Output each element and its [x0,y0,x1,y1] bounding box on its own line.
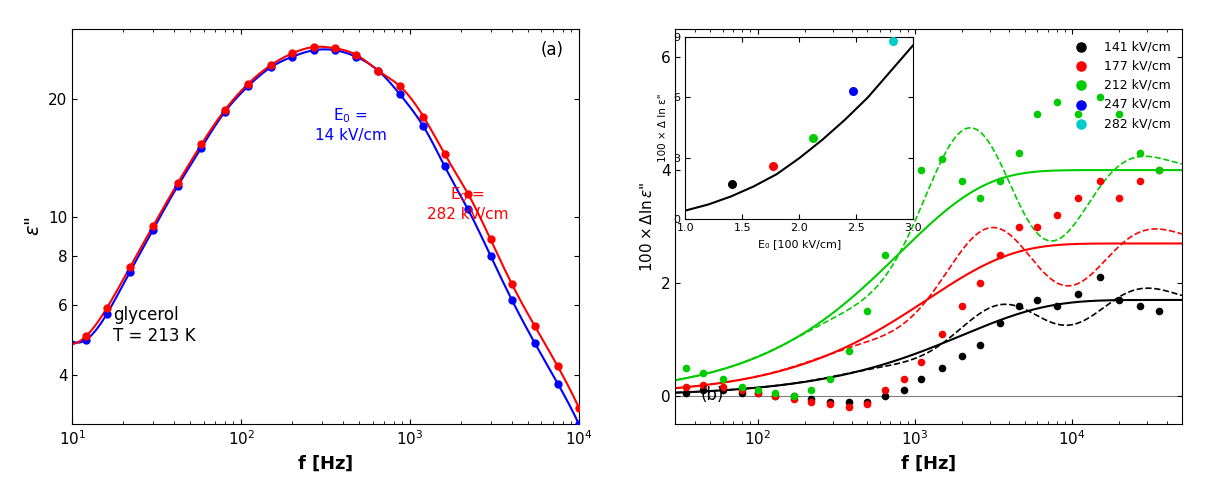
X-axis label: $\mathbf{f}$ [Hz]: $\mathbf{f}$ [Hz] [298,453,353,473]
Text: E$_0$ =
14 kV/cm: E$_0$ = 14 kV/cm [315,107,387,143]
Point [953,302,972,309]
Point [932,155,952,162]
Text: E$_0$ =
282 kV/cm: E$_0$ = 282 kV/cm [427,186,508,222]
Point [971,341,990,349]
Point [1028,223,1047,230]
Point [802,398,821,405]
Point [1110,110,1129,118]
Y-axis label: $\varepsilon$": $\varepsilon$" [24,217,42,236]
Point [784,395,803,402]
Point [677,384,696,391]
Point [876,387,895,394]
Point [820,398,839,405]
Point [1047,98,1066,106]
Point [971,279,990,287]
Point [894,194,913,202]
Point [693,381,713,388]
Point [839,347,859,355]
Point [1047,302,1066,309]
Point [857,401,877,408]
Text: glycerol
T = 213 K: glycerol T = 213 K [113,306,195,345]
Point [912,375,931,383]
Point [932,364,952,372]
Point [1090,93,1110,101]
Point [1069,291,1088,298]
Point [1149,166,1169,174]
Point [1149,166,1169,174]
Point [894,375,913,383]
Point [912,166,931,174]
Point [1090,177,1110,185]
Point [971,194,990,202]
Y-axis label: $100 \times \Delta \ln \varepsilon$": $100 \times \Delta \ln \varepsilon$" [639,181,655,272]
Legend: 141 kV/cm, 177 kV/cm, 212 kV/cm, 247 kV/cm, 282 kV/cm: 141 kV/cm, 177 kV/cm, 212 kV/cm, 247 kV/… [1064,35,1176,135]
Point [876,392,895,400]
Point [748,389,767,397]
Point [820,375,839,383]
Point [1130,177,1149,185]
Point [713,375,732,383]
Point [894,387,913,394]
Text: (b): (b) [701,387,724,404]
Point [766,392,785,400]
Point [677,364,696,372]
Point [839,398,859,405]
Point [693,370,713,377]
Point [748,389,767,397]
Point [748,387,767,394]
Point [1069,194,1088,202]
Point [1149,308,1169,315]
Text: (a): (a) [540,41,563,59]
Point [1130,302,1149,309]
Point [1069,110,1088,118]
Point [912,358,931,366]
Point [990,319,1009,326]
X-axis label: $\mathbf{f}$ [Hz]: $\mathbf{f}$ [Hz] [901,453,956,473]
Point [1028,110,1047,118]
Point [1009,302,1029,309]
Point [1028,296,1047,304]
Point [693,387,713,394]
Point [1047,212,1066,219]
Point [733,387,753,394]
Point [766,389,785,397]
Point [953,352,972,360]
Point [1009,223,1029,230]
Point [1130,149,1149,157]
Point [713,387,732,394]
Point [839,403,859,411]
Point [820,401,839,408]
Point [990,177,1009,185]
Point [1110,194,1129,202]
Point [713,384,732,391]
Point [766,392,785,400]
Point [953,177,972,185]
Point [857,398,877,405]
Point [802,387,821,394]
Point [932,330,952,338]
Point [1090,273,1110,281]
Point [857,308,877,315]
Point [784,392,803,400]
Point [1009,149,1029,157]
Point [733,384,753,391]
Point [990,251,1009,259]
Point [677,389,696,397]
Point [876,251,895,259]
Point [733,389,753,397]
Point [802,395,821,402]
Point [1110,296,1129,304]
Point [784,392,803,400]
